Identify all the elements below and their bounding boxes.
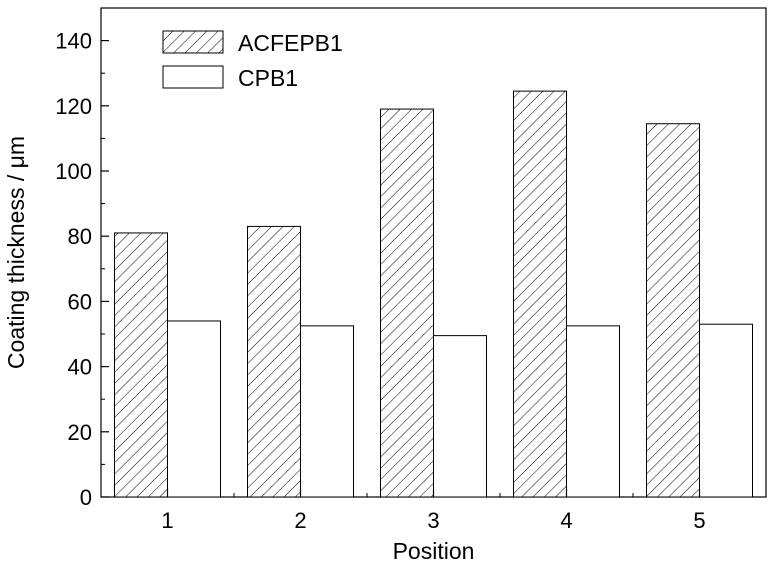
legend: ACFEPB1 CPB1 [162,30,343,91]
legend-label-acfepb1: ACFEPB1 [238,30,343,56]
x-tick-label: 2 [294,508,306,533]
bar-cpb1-2 [300,325,354,498]
axes-layer: 0 20 40 60 80 100 120 140 1 2 3 4 5 [55,7,767,533]
y-tick-label: 140 [55,29,92,54]
bar-cpb1-1 [167,320,221,498]
bar-acfepb1-4 [513,90,567,498]
y-tick-label: 0 [80,485,92,510]
labels-layer: Position Coating thickness / μm [3,136,474,564]
legend-label-cpb1: CPB1 [238,65,298,91]
bar-acfepb1-2 [247,225,301,498]
y-tick-label: 80 [68,224,92,249]
x-tick-label: 3 [427,508,439,533]
legend-swatch-acfepb1 [162,30,224,54]
x-tick-label: 5 [693,508,705,533]
bar-acfepb1-3 [380,108,434,498]
bar-cpb1-5 [699,323,753,498]
y-tick-label: 20 [68,420,92,445]
y-tick-label: 60 [68,289,92,314]
x-tick-label: 4 [560,508,572,533]
y-tick-label: 120 [55,94,92,119]
y-tick-label: 40 [68,355,92,380]
bar-cpb1-3 [433,335,487,498]
bar-acfepb1-5 [646,123,700,498]
bar-cpb1-4 [566,325,620,498]
legend-swatch-cpb1 [162,65,224,89]
y-axis-label: Coating thickness / μm [3,136,29,369]
x-axis-label: Position [393,538,475,564]
bar-acfepb1-1 [114,232,168,498]
bars-layer [114,90,753,498]
y-tick-label: 100 [55,159,92,184]
x-tick-label: 1 [161,508,173,533]
